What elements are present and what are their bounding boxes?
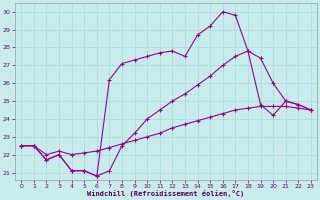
X-axis label: Windchill (Refroidissement éolien,°C): Windchill (Refroidissement éolien,°C) xyxy=(87,190,245,197)
